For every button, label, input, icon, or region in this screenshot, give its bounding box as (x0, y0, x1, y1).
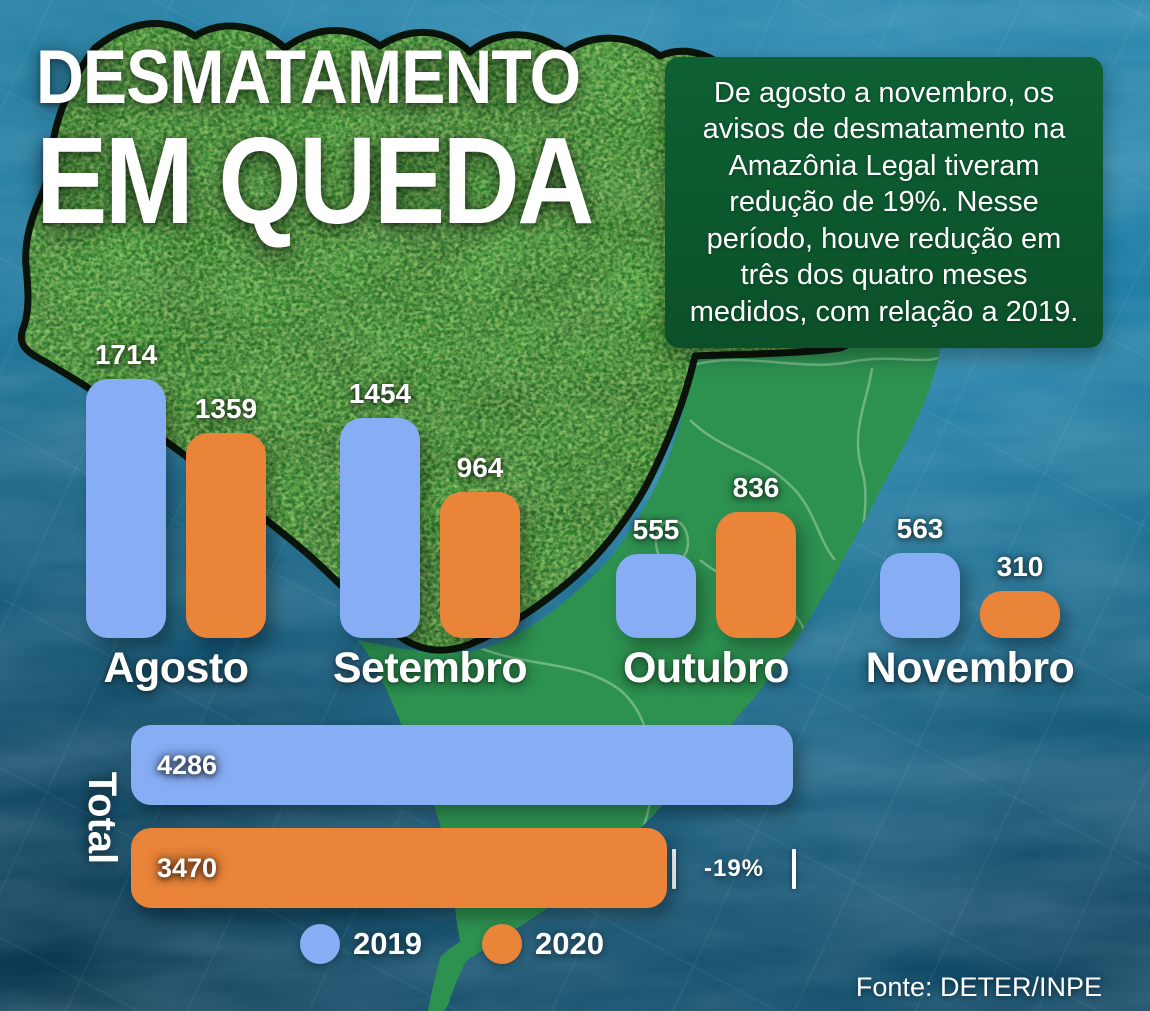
info-box: De agosto a novembro, os avisos de desma… (665, 57, 1103, 348)
legend-swatch-2020 (481, 924, 522, 964)
bar-value-outubro-2020: 836 (732, 472, 780, 503)
bar-value-agosto-2019: 1714 (94, 339, 158, 370)
bar-outubro-2020 (716, 512, 796, 638)
bar-setembro-2019 (340, 418, 420, 638)
info-box-text: De agosto a novembro, os avisos de desma… (689, 76, 1079, 328)
month-label-setembro: Setembro (332, 644, 528, 692)
bar-setembro-2020 (440, 492, 520, 638)
bar-agosto-2019 (86, 379, 166, 638)
bar-outubro-2019 (616, 554, 696, 638)
legend-swatch-2019 (300, 924, 340, 964)
legend-label-2019: 2019 (353, 926, 422, 961)
bar-value-setembro-2020: 964 (456, 452, 504, 483)
title-line-1: DESMATAMENTO (36, 35, 581, 120)
bar-value-novembro-2019: 563 (896, 513, 944, 544)
bar-value-agosto-2020: 1359 (194, 393, 258, 424)
total-value-2020: 3470 (157, 853, 218, 883)
page-title: DESMATAMENTO EM QUEDA (36, 35, 675, 250)
total-value-2019: 4286 (157, 750, 218, 780)
bar-agosto-2020 (186, 433, 266, 638)
legend: 2019 2020 (300, 924, 604, 964)
legend-item-2019: 2019 (300, 924, 422, 964)
bar-value-novembro-2020: 310 (996, 551, 1044, 582)
legend-item-2020: 2020 (481, 924, 604, 964)
source-credit: Fonte: DETER/INPE (855, 972, 1102, 1002)
title-line-2: EM QUEDA (36, 113, 594, 250)
bar-novembro-2020 (980, 591, 1060, 638)
legend-label-2020: 2020 (534, 926, 604, 961)
totals-axis-label: Total (80, 771, 124, 865)
range-tick-left (672, 849, 676, 889)
change-annotation: -19% (672, 848, 796, 890)
bar-value-setembro-2019: 1454 (348, 378, 412, 409)
range-tick-right (792, 849, 796, 889)
bar-value-outubro-2019: 555 (632, 514, 680, 545)
bar-novembro-2019 (880, 553, 960, 638)
month-label-outubro: Outubro (622, 644, 790, 692)
total-bar-2020 (131, 828, 667, 908)
month-label-novembro: Novembro (865, 644, 1075, 692)
month-label-agosto: Agosto (103, 644, 249, 692)
total-bar-2019 (131, 725, 793, 805)
change-label: -19% (703, 855, 765, 882)
